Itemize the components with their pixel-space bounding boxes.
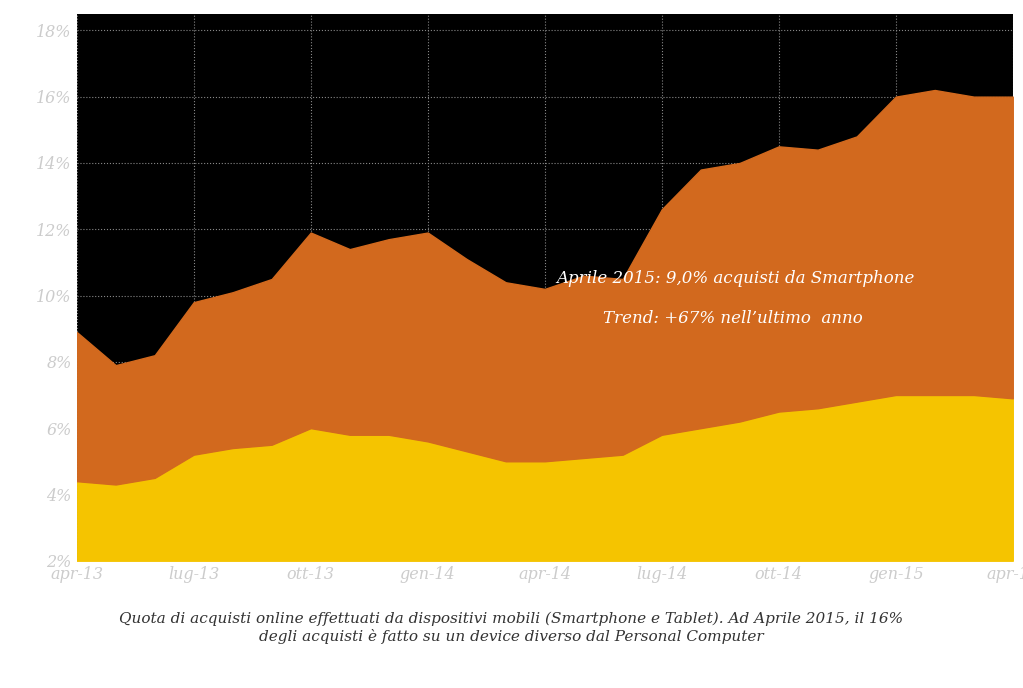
Text: Trend: +67% nell’ultimo  anno: Trend: +67% nell’ultimo anno	[604, 310, 863, 327]
Text: Quota di acquisti online effettuati da dispositivi mobili (Smartphone e Tablet).: Quota di acquisti online effettuati da d…	[120, 612, 903, 644]
Text: Trend: +28% nell’ultimo  anno: Trend: +28% nell’ultimo anno	[557, 501, 816, 518]
Text: Aprile 2015: 6,9% acquisti da Tablet: Aprile 2015: 6,9% acquisti da Tablet	[557, 461, 863, 478]
Text: Aprile 2015: 9,0% acquisti da Smartphone: Aprile 2015: 9,0% acquisti da Smartphone	[557, 270, 915, 288]
